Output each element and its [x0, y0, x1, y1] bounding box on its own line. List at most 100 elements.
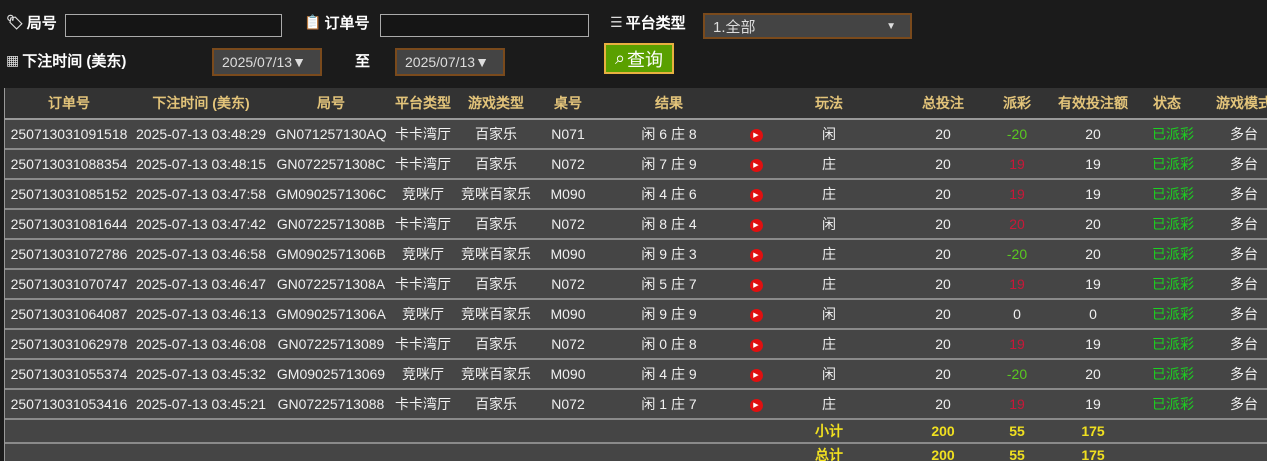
game-type: 百家乐 — [453, 119, 539, 150]
order-label: 📋 订单号 — [304, 12, 369, 33]
bet-time: 2025-07-13 03:45:21 — [133, 389, 269, 420]
game-mode: 多台 — [1183, 359, 1267, 390]
total-bet: 20 — [887, 149, 999, 180]
table-row: 250713031062978 2025-07-13 03:46:08 GN0722… — [5, 329, 1267, 360]
table-row: 250713031088354 2025-07-13 03:48:15 GN0722… — [5, 149, 1267, 180]
game-type: 百家乐 — [453, 329, 539, 360]
column-header[interactable]: 派彩 — [999, 88, 1035, 120]
round-id: GN071257130AQ — [269, 119, 393, 150]
game-type: 竞咪百家乐 — [453, 179, 539, 210]
payout: 20 — [999, 209, 1035, 240]
play-video-icon[interactable]: ▶ — [749, 338, 763, 352]
platform: 竞咪厅 — [393, 179, 453, 210]
table-row: 250713031053416 2025-07-13 03:45:21 GN0722… — [5, 389, 1267, 420]
game-type: 百家乐 — [453, 149, 539, 180]
play-type: 庄 — [771, 269, 887, 300]
order-label-text: 订单号 — [324, 15, 370, 32]
play-video-icon[interactable]: ▶ — [749, 278, 763, 292]
payout: -20 — [999, 359, 1035, 390]
payout: 19 — [999, 389, 1035, 420]
game-mode: 多台 — [1183, 119, 1267, 150]
table-row: 250713031072786 2025-07-13 03:46:58 GM0902… — [5, 239, 1267, 270]
table-id: N071 — [539, 119, 597, 150]
tag-icon: 🏷 — [6, 14, 24, 30]
column-header[interactable]: 结果 — [597, 88, 741, 120]
column-header[interactable]: 桌号 — [539, 88, 597, 120]
column-header[interactable]: 订单号 — [5, 88, 133, 120]
play-video-icon[interactable]: ▶ — [749, 128, 763, 142]
payout: 19 — [999, 329, 1035, 360]
order-id: 250713031053416 — [5, 389, 133, 420]
table-id: M090 — [539, 299, 597, 330]
total-bet: 20 — [887, 299, 999, 330]
result: 闲 0 庄 8 — [597, 329, 741, 360]
payout: 19 — [999, 179, 1035, 210]
query-button[interactable]: ⌕ 查询 — [604, 43, 674, 74]
platform: 卡卡湾厅 — [393, 329, 453, 360]
column-header[interactable]: 玩法 — [771, 88, 887, 120]
round-id: GN07225713088 — [269, 389, 393, 420]
round-input[interactable] — [65, 14, 282, 37]
play-video-icon[interactable]: ▶ — [749, 398, 763, 412]
platform-select[interactable]: 1.全部 ▼ — [703, 13, 912, 39]
column-header[interactable]: 平台类型 — [393, 88, 453, 120]
subtotal-total-bet: 200 — [887, 419, 999, 444]
date-from-select[interactable]: 2025/07/13▼ — [212, 48, 322, 76]
order-id: 250713031055374 — [5, 359, 133, 390]
bet-time: 2025-07-13 03:48:29 — [133, 119, 269, 150]
column-header[interactable]: 游戏模式 — [1183, 88, 1267, 120]
result: 闲 6 庄 8 — [597, 119, 741, 150]
round-id: GN0722571308A — [269, 269, 393, 300]
play-type: 庄 — [771, 329, 887, 360]
play-video-icon[interactable]: ▶ — [749, 248, 763, 262]
total-bet: 20 — [887, 269, 999, 300]
table-id: M090 — [539, 239, 597, 270]
table-row: 250713031055374 2025-07-13 03:45:32 GM0902… — [5, 359, 1267, 390]
bet-time: 2025-07-13 03:46:08 — [133, 329, 269, 360]
column-header[interactable]: 局号 — [269, 88, 393, 120]
status: 已派彩 — [1151, 269, 1194, 300]
time-label: ▦ 下注时间 (美东) — [6, 50, 126, 71]
table-id: M090 — [539, 179, 597, 210]
game-mode: 多台 — [1183, 239, 1267, 270]
round-id: GN0722571308C — [269, 149, 393, 180]
play-video-icon[interactable]: ▶ — [749, 218, 763, 232]
table-row: 250713031070747 2025-07-13 03:46:47 GN0722… — [5, 269, 1267, 300]
column-header[interactable] — [741, 88, 771, 120]
order-id: 250713031064087 — [5, 299, 133, 330]
status: 已派彩 — [1151, 239, 1194, 270]
column-header[interactable]: 下注时间 (美东) — [133, 88, 269, 120]
game-mode: 多台 — [1183, 209, 1267, 240]
total-label: 总计 — [771, 443, 887, 461]
status: 已派彩 — [1151, 389, 1194, 420]
column-header[interactable]: 有效投注额 — [1035, 88, 1151, 120]
game-type: 百家乐 — [453, 209, 539, 240]
total-bet: 20 — [887, 119, 999, 150]
time-label-text: 下注时间 (美东) — [22, 53, 127, 70]
order-input[interactable] — [380, 14, 589, 37]
valid-bet: 19 — [1035, 269, 1151, 300]
valid-bet: 20 — [1035, 359, 1151, 390]
bet-time: 2025-07-13 03:46:13 — [133, 299, 269, 330]
valid-bet: 20 — [1035, 239, 1151, 270]
column-header[interactable]: 总投注 — [887, 88, 999, 120]
result: 闲 4 庄 9 — [597, 359, 741, 390]
payout: -20 — [999, 119, 1035, 150]
date-to-select[interactable]: 2025/07/13▼ — [395, 48, 505, 76]
column-header[interactable]: 游戏类型 — [453, 88, 539, 120]
column-header[interactable]: 状态 — [1151, 88, 1183, 120]
total-bet: 20 — [887, 389, 999, 420]
result: 闲 8 庄 4 — [597, 209, 741, 240]
platform: 卡卡湾厅 — [393, 149, 453, 180]
play-video-icon[interactable]: ▶ — [749, 158, 763, 172]
table-row: 250713031085152 2025-07-13 03:47:58 GM0902… — [5, 179, 1267, 210]
round-id: GN0722571308B — [269, 209, 393, 240]
payout: 0 — [999, 299, 1035, 330]
total-row: 总计 200 55 175 — [5, 443, 1267, 461]
table-id: M090 — [539, 359, 597, 390]
bet-time: 2025-07-13 03:47:58 — [133, 179, 269, 210]
result: 闲 9 庄 9 — [597, 299, 741, 330]
play-video-icon[interactable]: ▶ — [749, 308, 763, 322]
play-video-icon[interactable]: ▶ — [749, 368, 763, 382]
play-video-icon[interactable]: ▶ — [749, 188, 763, 202]
